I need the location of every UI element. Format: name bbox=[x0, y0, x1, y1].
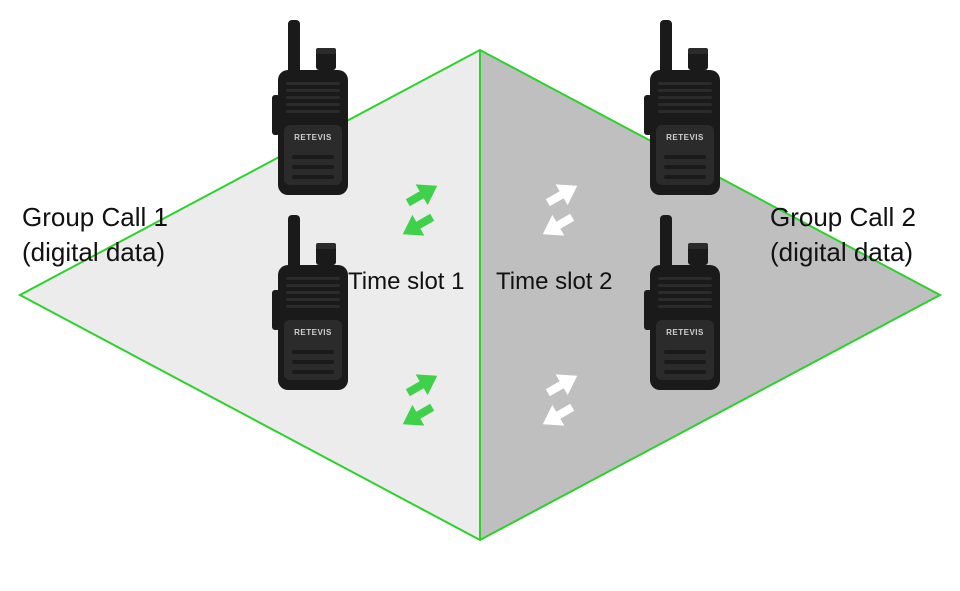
walkie-talkie-icon: RETEVIS bbox=[640, 215, 730, 395]
arrows-layer bbox=[0, 0, 960, 591]
label-group-call-2: Group Call 2 (digital data) bbox=[770, 200, 916, 270]
svg-text:RETEVIS: RETEVIS bbox=[294, 328, 332, 337]
walkie-talkie-icon: RETEVIS bbox=[640, 20, 730, 200]
exchange-arrows-icon bbox=[537, 175, 583, 244]
walkie-talkie-icon: RETEVIS bbox=[268, 20, 358, 200]
exchange-arrows-icon bbox=[397, 365, 443, 434]
walkie-talkie: RETEVIS bbox=[268, 20, 358, 200]
label-group-call-2-line2: (digital data) bbox=[770, 237, 913, 267]
label-time-slot-2: Time slot 2 bbox=[496, 268, 612, 296]
exchange-arrows-icon bbox=[537, 365, 583, 434]
label-time-slot-1: Time slot 1 bbox=[348, 268, 464, 296]
label-group-call-1-line2: (digital data) bbox=[22, 237, 165, 267]
walkie-talkie: RETEVIS bbox=[640, 20, 730, 200]
label-group-call-2-line1: Group Call 2 bbox=[770, 202, 916, 232]
label-group-call-1-line1: Group Call 1 bbox=[22, 202, 168, 232]
walkie-talkie: RETEVIS bbox=[268, 215, 358, 395]
svg-text:RETEVIS: RETEVIS bbox=[294, 133, 332, 142]
svg-text:RETEVIS: RETEVIS bbox=[666, 328, 704, 337]
walkie-talkie-icon: RETEVIS bbox=[268, 215, 358, 395]
exchange-arrows-icon bbox=[397, 175, 443, 244]
label-group-call-1: Group Call 1 (digital data) bbox=[22, 200, 168, 270]
svg-text:RETEVIS: RETEVIS bbox=[666, 133, 704, 142]
walkie-talkie: RETEVIS bbox=[640, 215, 730, 395]
diagram-stage: RETEVIS RETEVIS RETEVIS RETEVIS Group Call … bbox=[0, 0, 960, 591]
